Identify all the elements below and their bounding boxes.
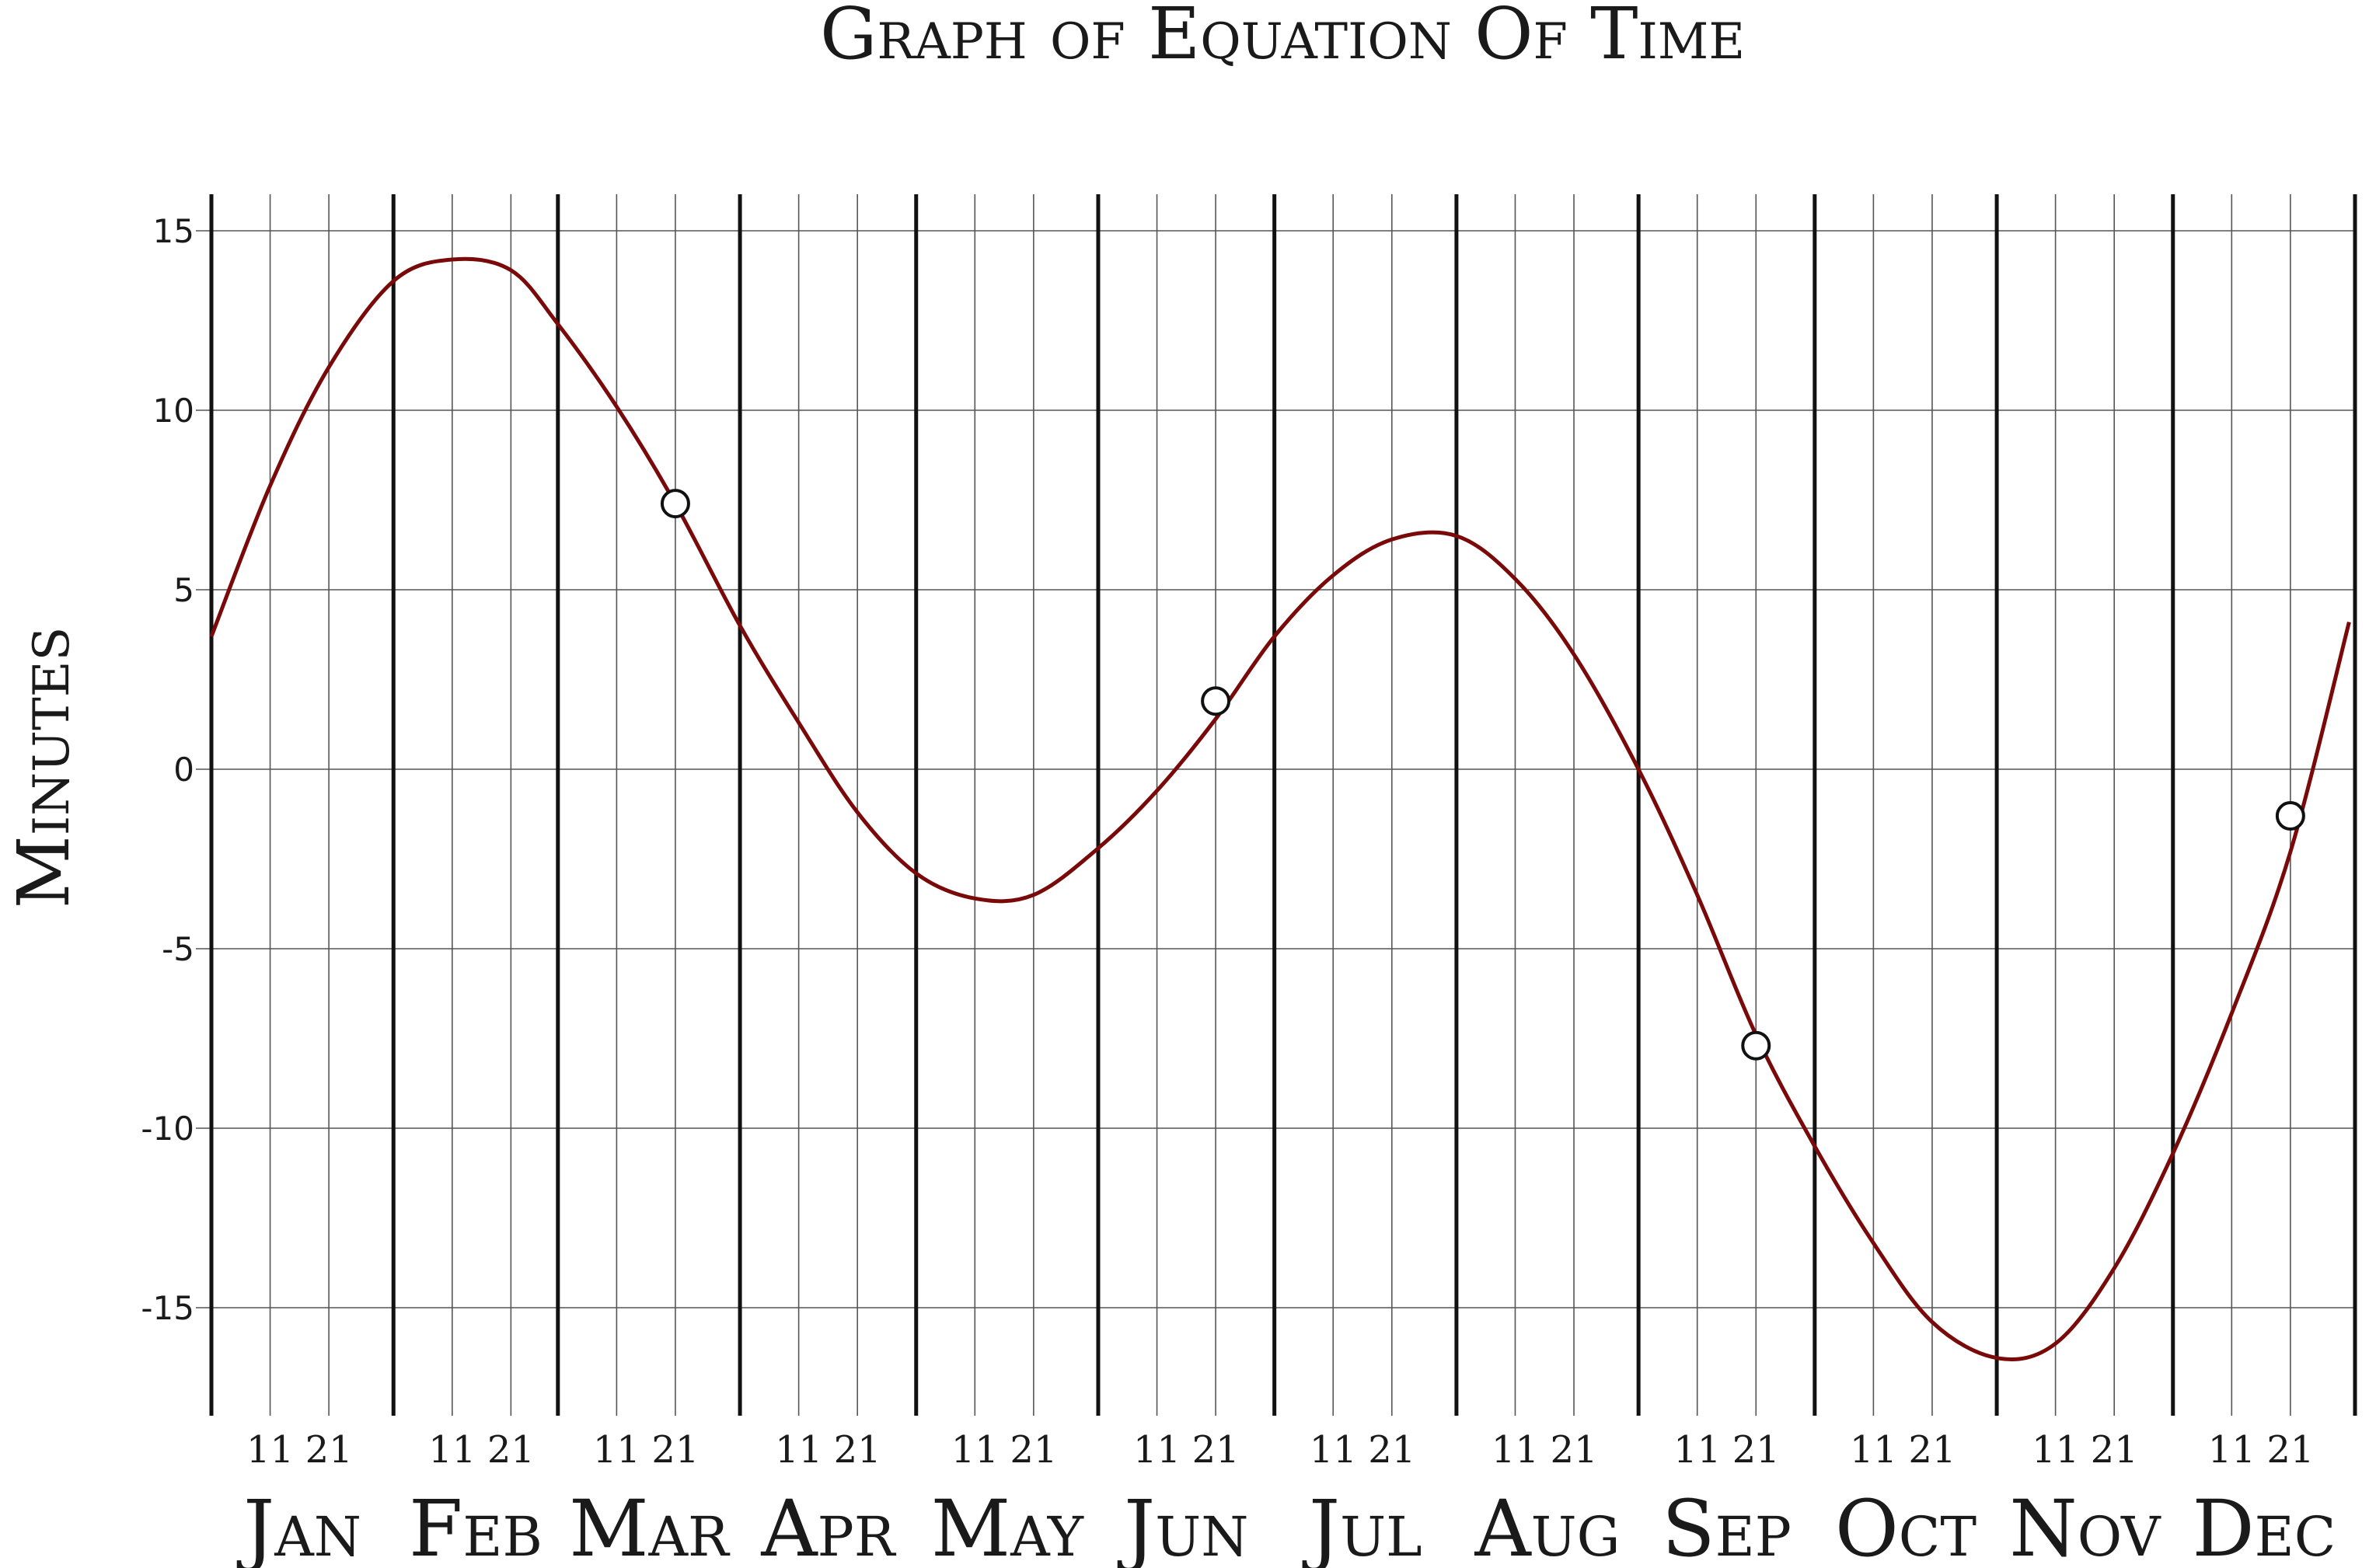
day-tick-label: 21 <box>1192 1428 1240 1472</box>
y-tick-label: 5 <box>173 571 194 609</box>
day-tick-label: 21 <box>305 1428 353 1472</box>
day-tick-label: 21 <box>2091 1428 2138 1472</box>
y-tick-label: -15 <box>141 1289 194 1327</box>
y-tick-label: -5 <box>162 930 194 968</box>
day-tick-label: 21 <box>487 1428 535 1472</box>
y-tick-label: -10 <box>141 1110 194 1148</box>
month-label: Oct <box>1835 1483 1976 1568</box>
month-label: Jan <box>236 1483 361 1568</box>
month-label: Jun <box>1117 1483 1248 1568</box>
day-tick-label: 11 <box>2208 1428 2256 1472</box>
equation-of-time-line <box>209 256 2351 1361</box>
y-axis-label: Minutes <box>2 627 85 909</box>
day-tick-label: 11 <box>1850 1428 1897 1472</box>
day-tick-label: 11 <box>1310 1428 1357 1472</box>
day-tick-label: 11 <box>775 1428 822 1472</box>
day-tick-label: 11 <box>1492 1428 1539 1472</box>
chart-title: Graph of Equation Of Time <box>820 0 1745 75</box>
marker-point <box>1741 1030 1771 1061</box>
month-label: Aug <box>1474 1483 1620 1568</box>
month-label: May <box>931 1483 1084 1568</box>
day-tick-label: 11 <box>428 1428 476 1472</box>
day-tick-label: 11 <box>246 1428 294 1472</box>
month-label: Sep <box>1662 1483 1792 1568</box>
day-tick-label: 21 <box>2266 1428 2314 1472</box>
day-tick-label: 21 <box>834 1428 881 1472</box>
marker-point <box>2275 801 2305 831</box>
y-tick-label: 15 <box>153 212 194 250</box>
y-tick-label: 0 <box>173 751 194 789</box>
day-tick-label: 11 <box>2032 1428 2079 1472</box>
y-tick-labels: 15 10 5 0 -5 -10 -15 <box>141 212 194 1327</box>
day-tick-label: 11 <box>951 1428 999 1472</box>
day-tick-label: 21 <box>651 1428 699 1472</box>
day-tick-label: 21 <box>1732 1428 1780 1472</box>
day-tick-label: 11 <box>593 1428 640 1472</box>
day-tick-label: 21 <box>1908 1428 1956 1472</box>
markers <box>660 489 2305 1061</box>
day-tick-labels: 11 21 11 21 11 21 11 21 11 21 11 21 11 21 11 21 11 21 11 21… <box>246 1428 2314 1472</box>
month-label: Mar <box>569 1483 731 1568</box>
day-tick-label: 11 <box>1673 1428 1721 1472</box>
month-label: Feb <box>409 1483 543 1568</box>
day-tick-label: 21 <box>1010 1428 1057 1472</box>
month-labels: Jan Feb Mar Apr May Jun Jul Aug Sep Oct Nov Dec <box>236 1483 2336 1568</box>
month-label: Dec <box>2192 1483 2336 1568</box>
y-tick-label: 10 <box>153 392 194 430</box>
day-tick-label: 21 <box>1368 1428 1415 1472</box>
day-tick-label: 21 <box>1550 1428 1597 1472</box>
month-label: Apr <box>760 1483 896 1568</box>
grid <box>196 194 2355 1416</box>
month-boundary-lines <box>209 194 2357 1416</box>
month-label: Nov <box>2009 1483 2161 1568</box>
marker-point <box>660 489 690 519</box>
day-tick-label: 11 <box>1133 1428 1181 1472</box>
marker-point <box>1201 686 1231 716</box>
month-label: Jul <box>1302 1483 1422 1568</box>
